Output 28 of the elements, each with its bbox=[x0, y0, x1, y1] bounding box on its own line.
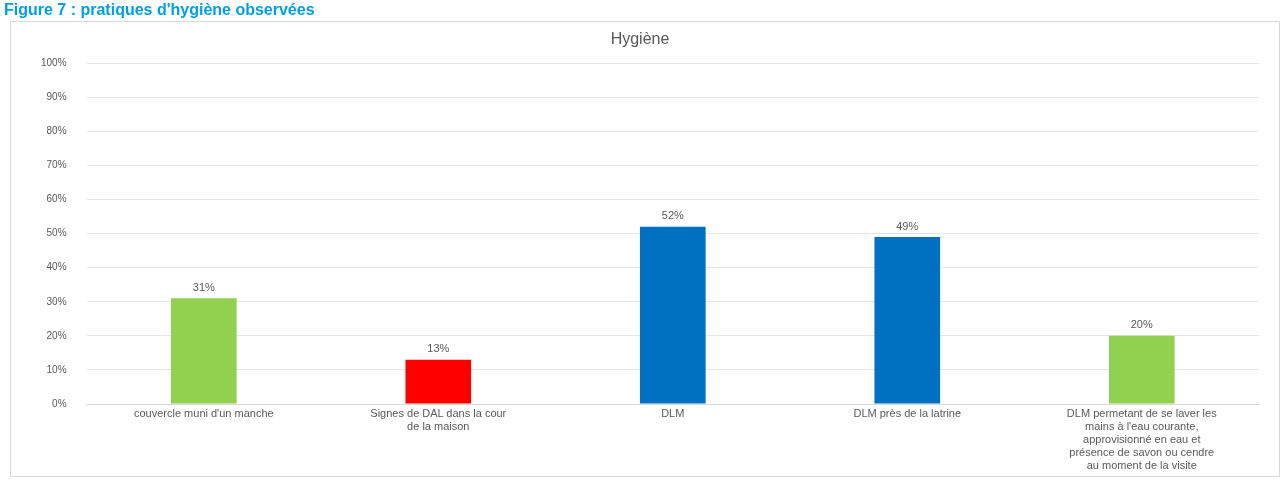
y-tick-label: 100% bbox=[41, 56, 67, 68]
x-tick-label: couvercle muni d'un manche bbox=[133, 406, 274, 419]
bar bbox=[405, 359, 472, 404]
y-tick-label: 10% bbox=[46, 363, 67, 375]
x-tick-label: DLM permetant de se laver les mains à l'eau courante, approvisionné en eau et présence de savon ou cendre au moment de la visite bbox=[1066, 406, 1218, 472]
bar bbox=[639, 226, 706, 404]
bar bbox=[170, 298, 237, 404]
y-tick-label: 60% bbox=[46, 193, 67, 205]
chart-subtitle: Hygiène bbox=[610, 30, 670, 48]
bar bbox=[1108, 335, 1175, 404]
data-label: 31% bbox=[192, 280, 216, 293]
y-tick-label: 70% bbox=[46, 159, 67, 171]
data-label: 52% bbox=[661, 209, 685, 222]
chart-title: Figure 7 : pratiques d'hygiène observées bbox=[4, 0, 316, 19]
y-tick-label: 90% bbox=[46, 91, 67, 103]
y-tick-label: 20% bbox=[46, 329, 67, 341]
x-tick-label: Signes de DAL dans la cour de la maison bbox=[370, 406, 507, 432]
data-label: 20% bbox=[1130, 318, 1153, 331]
x-tick-label: DLM près de la latrine bbox=[853, 406, 962, 419]
bar bbox=[874, 237, 941, 404]
y-tick-label: 50% bbox=[46, 227, 67, 239]
y-tick-label: 80% bbox=[46, 125, 67, 137]
data-label: 13% bbox=[427, 342, 450, 355]
y-tick-label: 30% bbox=[46, 295, 67, 307]
data-label: 49% bbox=[896, 219, 919, 232]
y-tick-label: 40% bbox=[46, 261, 67, 273]
y-tick-label: 0% bbox=[52, 397, 67, 409]
x-tick-label: DLM bbox=[661, 406, 685, 419]
